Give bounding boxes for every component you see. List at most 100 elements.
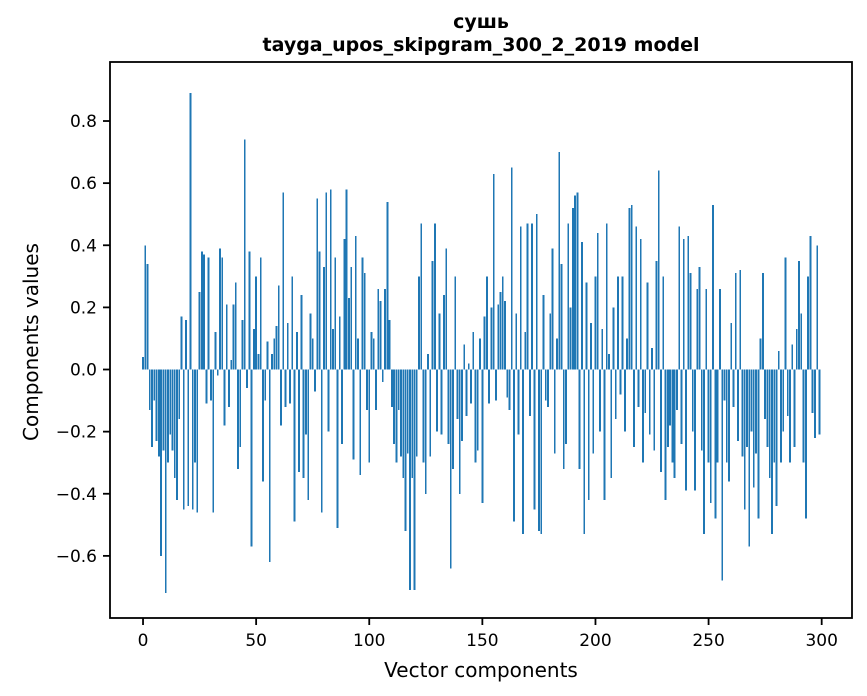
bar-component-165	[515, 313, 518, 370]
bar-component-155	[492, 173, 495, 370]
bar-component-84	[332, 329, 334, 370]
bar-component-29	[207, 257, 210, 370]
bar-component-239	[682, 239, 685, 370]
bar-component-21	[189, 93, 192, 370]
bar-component-26	[200, 251, 203, 370]
bar-component-274	[761, 273, 764, 370]
bar-component-24	[196, 369, 199, 513]
bar-component-49	[252, 329, 255, 370]
bar-component-175	[538, 369, 540, 532]
bar-component-140	[458, 369, 461, 494]
bar-component-194	[580, 242, 583, 370]
bar-component-212	[621, 276, 624, 370]
bar-component-86	[336, 369, 339, 528]
bar-component-192	[576, 192, 579, 370]
bar-component-119	[411, 369, 414, 479]
bar-component-215	[628, 207, 631, 370]
bar-component-265	[741, 369, 744, 457]
bar-component-222	[644, 369, 647, 413]
bar-component-183	[556, 338, 558, 370]
bar-component-28	[205, 369, 208, 404]
bar-component-63	[284, 369, 287, 407]
bar-component-89	[343, 239, 346, 370]
bar-component-252	[712, 204, 714, 370]
bar-component-11	[167, 369, 169, 463]
bar-component-152	[485, 276, 488, 370]
bar-component-233	[669, 369, 672, 426]
bar-component-174	[535, 214, 538, 370]
y-tick-label: 0.2	[70, 298, 97, 318]
bar-component-149	[479, 338, 481, 370]
bar-component-101	[370, 332, 373, 370]
bar-component-14	[173, 369, 176, 479]
bar-component-19	[185, 319, 187, 370]
bar-component-18	[182, 369, 185, 510]
bar-component-136	[449, 369, 452, 569]
bar-component-61	[280, 369, 282, 426]
bar-component-50	[255, 276, 258, 370]
bar-component-48	[250, 369, 253, 547]
bar-component-82	[327, 369, 330, 432]
bar-component-37	[225, 304, 228, 370]
x-axis-label: Vector components	[384, 658, 578, 682]
bar-component-148	[476, 369, 479, 451]
bar-component-107	[384, 288, 386, 370]
bar-component-275	[764, 369, 767, 420]
bar-component-284	[784, 257, 787, 370]
bar-component-246	[698, 267, 701, 370]
bar-component-118	[409, 369, 411, 591]
bar-component-186	[562, 369, 565, 469]
bar-component-45	[243, 139, 246, 370]
bar-component-254	[716, 369, 719, 463]
bar-component-288	[793, 369, 796, 448]
bar-component-70	[300, 294, 303, 370]
bar-component-92	[350, 267, 353, 370]
bar-component-261	[732, 369, 735, 407]
bar-component-257	[723, 369, 726, 401]
bar-component-59	[275, 326, 278, 370]
bar-component-73	[307, 369, 310, 500]
bar-component-225	[651, 347, 653, 370]
x-tick-label: 300	[805, 631, 837, 651]
bar-component-210	[617, 276, 619, 370]
bar-component-161	[506, 369, 509, 398]
bar-component-266	[743, 369, 746, 510]
bar-component-135	[447, 369, 450, 445]
bar-component-230	[662, 276, 665, 370]
bar-component-83	[329, 189, 332, 370]
bar-component-96	[359, 369, 362, 476]
bar-component-251	[709, 369, 712, 504]
bar-component-106	[381, 369, 384, 382]
bar-component-206	[608, 353, 610, 370]
bar-component-232	[666, 369, 669, 448]
bar-component-150	[481, 369, 484, 504]
bar-component-130	[436, 369, 439, 432]
bar-component-163	[510, 167, 513, 370]
bar-component-231	[664, 369, 667, 500]
bar-component-62	[282, 192, 285, 370]
bar-component-38	[228, 369, 230, 407]
bar-component-116	[404, 369, 407, 532]
x-tick-label: 150	[466, 631, 498, 651]
x-tick-label: 50	[245, 631, 267, 651]
bar-component-285	[786, 369, 789, 417]
bar-component-110	[390, 369, 393, 407]
bar-component-95	[357, 338, 359, 370]
bar-component-260	[730, 322, 733, 370]
bar-component-292	[802, 369, 805, 463]
bar-component-226	[653, 369, 656, 451]
bar-component-108	[386, 201, 389, 370]
bar-component-65	[289, 369, 291, 404]
bar-component-286	[789, 369, 791, 463]
bar-component-296	[811, 369, 814, 413]
bar-component-223	[646, 282, 649, 370]
bar-component-270	[752, 369, 755, 488]
bar-component-33	[216, 369, 219, 376]
x-tick-label: 100	[353, 631, 385, 651]
bar-component-138	[454, 276, 457, 370]
bar-component-267	[746, 369, 748, 448]
bar-component-162	[508, 369, 511, 410]
bar-component-60	[277, 285, 280, 370]
bar-component-295	[809, 235, 812, 370]
